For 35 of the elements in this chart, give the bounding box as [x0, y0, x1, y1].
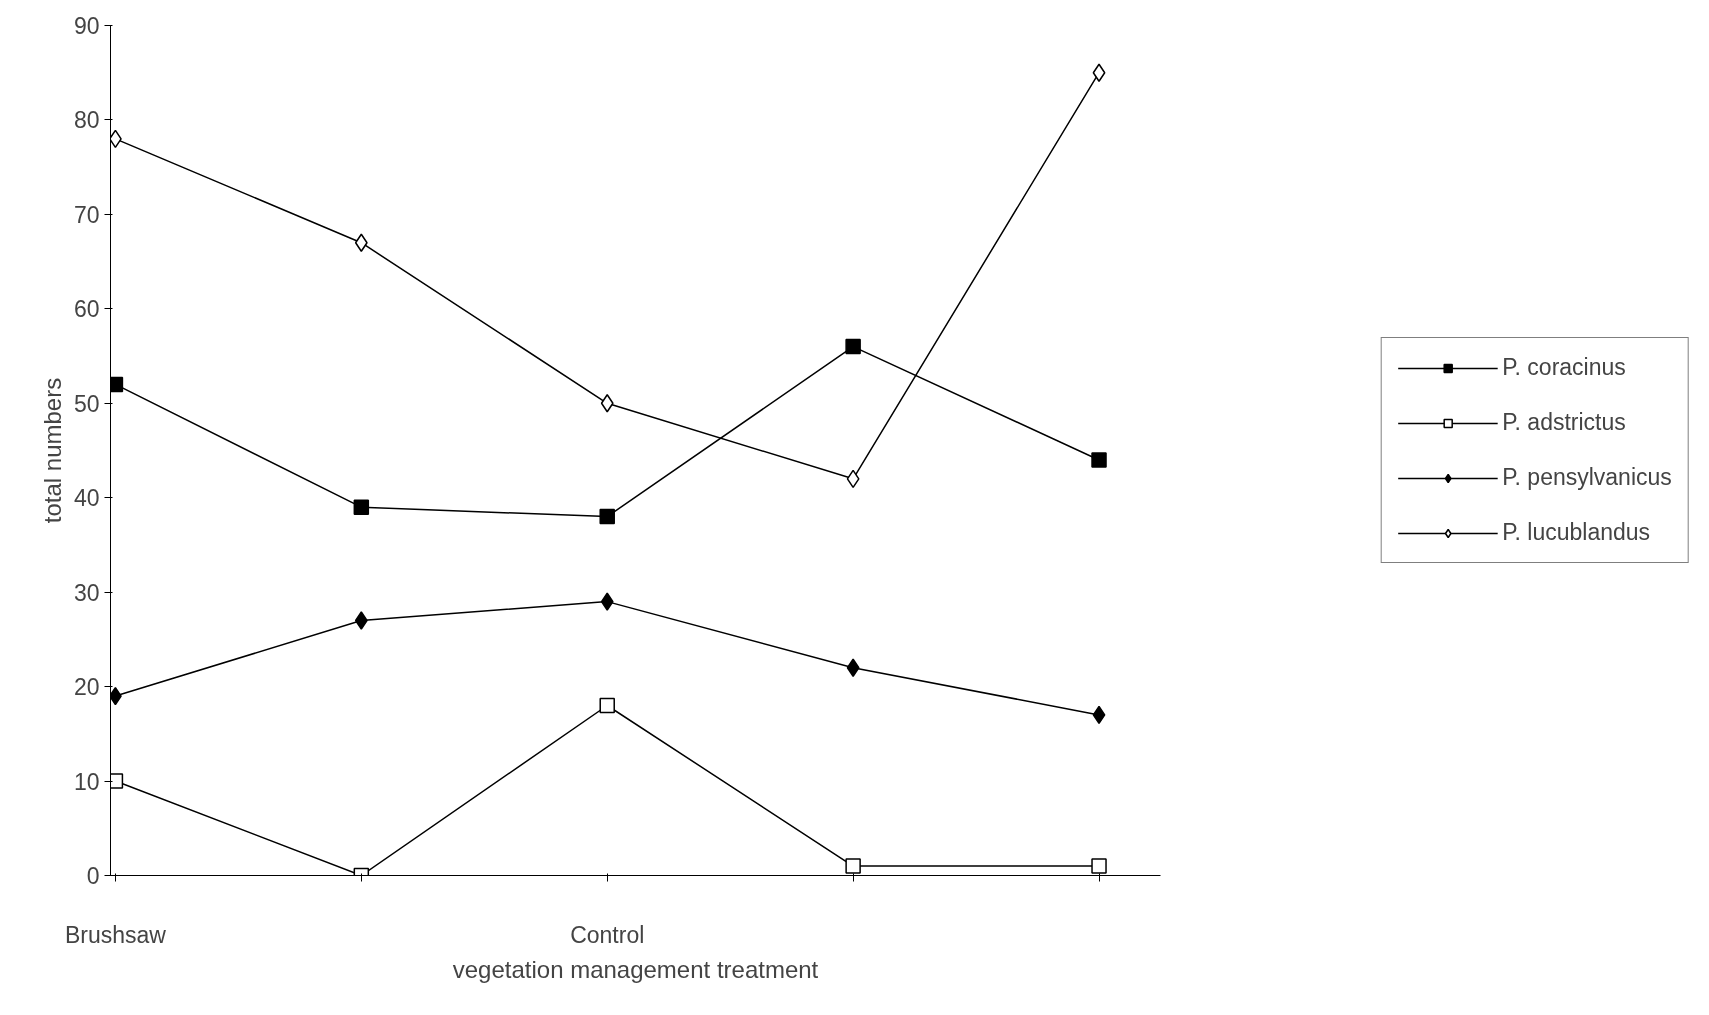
y-axis-title: total numbers: [38, 377, 66, 524]
point: [354, 233, 368, 252]
point: [354, 611, 368, 630]
point: [599, 697, 615, 714]
y-tick-label: 20: [73, 674, 100, 701]
y-tick-label: 90: [73, 13, 100, 39]
y-tick-label: 30: [73, 579, 100, 606]
point: [600, 394, 614, 413]
point: [846, 658, 860, 677]
legend-label: P. adstrictus: [1502, 409, 1626, 436]
point: [600, 592, 614, 611]
y-tick-label: 0: [86, 863, 100, 889]
point: [1092, 63, 1106, 82]
x-tick-label: Brushsaw: [64, 921, 167, 948]
legend-label: P. coracinus: [1502, 354, 1626, 381]
x-axis-title: vegetation management treatment: [452, 955, 819, 983]
point: [353, 499, 370, 515]
legend-label: P. lucublandus: [1502, 519, 1651, 546]
point: [110, 773, 124, 789]
point: [1091, 858, 1107, 874]
y-tick-label: 40: [73, 485, 100, 512]
y-tick-label: 80: [73, 107, 100, 134]
point: [599, 508, 615, 525]
point: [845, 338, 861, 355]
x-tick-label: Control: [570, 921, 645, 948]
point: [1092, 705, 1106, 725]
y-tick-label: 60: [73, 296, 100, 323]
point: [845, 858, 861, 874]
legend-label: P. pensylvanicus: [1502, 464, 1672, 491]
y-tick-label: 50: [73, 390, 100, 417]
point: [110, 376, 124, 393]
point: [1091, 452, 1107, 468]
y-tick-label: 10: [73, 768, 100, 795]
y-tick-label: 70: [73, 201, 100, 228]
point: [846, 469, 860, 489]
